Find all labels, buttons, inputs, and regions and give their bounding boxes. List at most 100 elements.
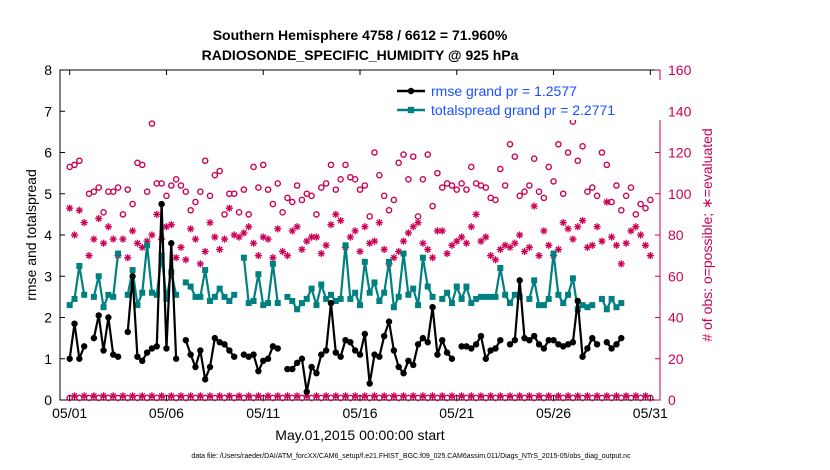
rmse-point: [434, 351, 441, 358]
evaluated-baseline-point: [187, 392, 195, 400]
rmse-point: [443, 349, 451, 356]
evaluated-point: [520, 247, 529, 256]
evaluated-baseline-point: [380, 392, 388, 400]
totalspread-point: [453, 283, 460, 290]
y-right-tick-label: 80: [668, 227, 684, 243]
rmse-point: [274, 345, 281, 352]
possible-point: [197, 188, 204, 195]
rmse-point: [414, 341, 422, 348]
totalspread-point: [463, 283, 470, 290]
rmse-point: [313, 369, 320, 377]
possible-point: [143, 188, 151, 195]
y-left-tick-label: 6: [44, 145, 52, 161]
totalspread-point: [124, 291, 131, 298]
evaluated-point: [428, 254, 437, 262]
rmse-point: [458, 343, 465, 350]
rmse-point: [487, 347, 494, 354]
possible-point: [535, 188, 543, 195]
evaluated-point: [390, 254, 398, 262]
y-left-tick-label: 1: [44, 351, 52, 367]
evaluated-point: [361, 223, 369, 231]
possible-point: [511, 153, 519, 160]
evaluated-baseline-point: [583, 392, 592, 400]
totalspread-point: [555, 291, 562, 298]
evaluated-baseline-point: [390, 392, 398, 400]
possible-point: [545, 163, 553, 171]
rmse-point: [172, 355, 180, 362]
evaluated-point: [317, 249, 325, 258]
x-axis: 05/01 05/06 05/11 05/16 05/21 05/26 05/31: [52, 70, 668, 421]
x-axis-label: May.01,2015 00:00:00 start: [275, 427, 445, 443]
totalspread-point: [163, 295, 170, 302]
possible-point: [448, 182, 456, 189]
possible-point: [332, 186, 340, 193]
evaluated-point: [409, 223, 417, 231]
evaluated-point: [128, 227, 137, 235]
possible-point: [182, 188, 190, 195]
rmse-point: [201, 376, 209, 383]
evaluated-baseline-point: [419, 392, 427, 400]
evaluated-point: [414, 219, 422, 227]
rmse-point: [143, 349, 151, 356]
evaluated-point: [646, 252, 654, 260]
possible-point: [598, 149, 606, 156]
y-axis-right-label: # of obs: o=possible; ∗=evaluated: [699, 128, 715, 341]
possible-point: [76, 157, 83, 165]
evaluated-point: [467, 223, 475, 231]
evaluated-baseline-point: [225, 392, 233, 400]
evaluated-baseline-point: [448, 392, 456, 400]
totalspread-point: [269, 260, 276, 267]
evaluated-point: [337, 216, 345, 225]
evaluated-point: [109, 235, 117, 243]
possible-point: [235, 209, 243, 216]
rmse-point: [187, 351, 194, 358]
rmse-point: [530, 332, 538, 340]
totalspread-point: [565, 291, 572, 298]
possible-point: [366, 213, 373, 220]
possible-point: [647, 196, 654, 204]
totalspread-point: [231, 291, 238, 298]
possible-point: [506, 140, 514, 148]
possible-point: [255, 184, 262, 191]
totalspread-point: [439, 295, 446, 302]
evaluated-point: [220, 235, 229, 243]
totalspread-point: [482, 293, 489, 300]
evaluated-point: [85, 252, 93, 260]
totalspread-point: [516, 293, 523, 300]
rmse-point: [80, 343, 88, 350]
evaluated-baseline-point: [274, 392, 282, 400]
evaluated-point: [545, 241, 553, 249]
rmse-point: [230, 353, 238, 360]
rmse-point: [342, 336, 349, 344]
possible-point: [400, 151, 407, 158]
rmse-point: [168, 240, 175, 247]
totalspread-point: [497, 265, 504, 271]
possible-point: [395, 159, 403, 167]
series-totalspread: [66, 242, 625, 313]
possible-point: [458, 180, 465, 187]
totalspread-point: [405, 291, 412, 298]
evaluated-baseline-point: [177, 392, 185, 400]
rmse-point: [419, 334, 427, 342]
totalspread-point: [153, 291, 160, 298]
totalspread-point: [265, 300, 272, 307]
possible-point: [376, 171, 383, 179]
totalspread-point: [531, 277, 538, 284]
legend-box: [393, 80, 663, 120]
possible-point: [288, 198, 296, 206]
y-right-tick-label: 20: [668, 351, 684, 367]
evaluated-point: [424, 245, 432, 254]
totalspread-point: [202, 267, 209, 274]
evaluated-point: [472, 210, 480, 218]
possible-point: [419, 176, 427, 183]
possible-point: [380, 192, 388, 200]
evaluated-baseline-point: [158, 392, 166, 400]
possible-point: [530, 155, 538, 162]
evaluated-point: [564, 225, 572, 233]
possible-point: [269, 200, 277, 208]
totalspread-point: [303, 295, 310, 302]
possible-point: [603, 161, 611, 169]
x-tick-label: 05/01: [52, 405, 87, 421]
possible-point: [424, 151, 432, 158]
totalspread-point: [589, 302, 596, 309]
